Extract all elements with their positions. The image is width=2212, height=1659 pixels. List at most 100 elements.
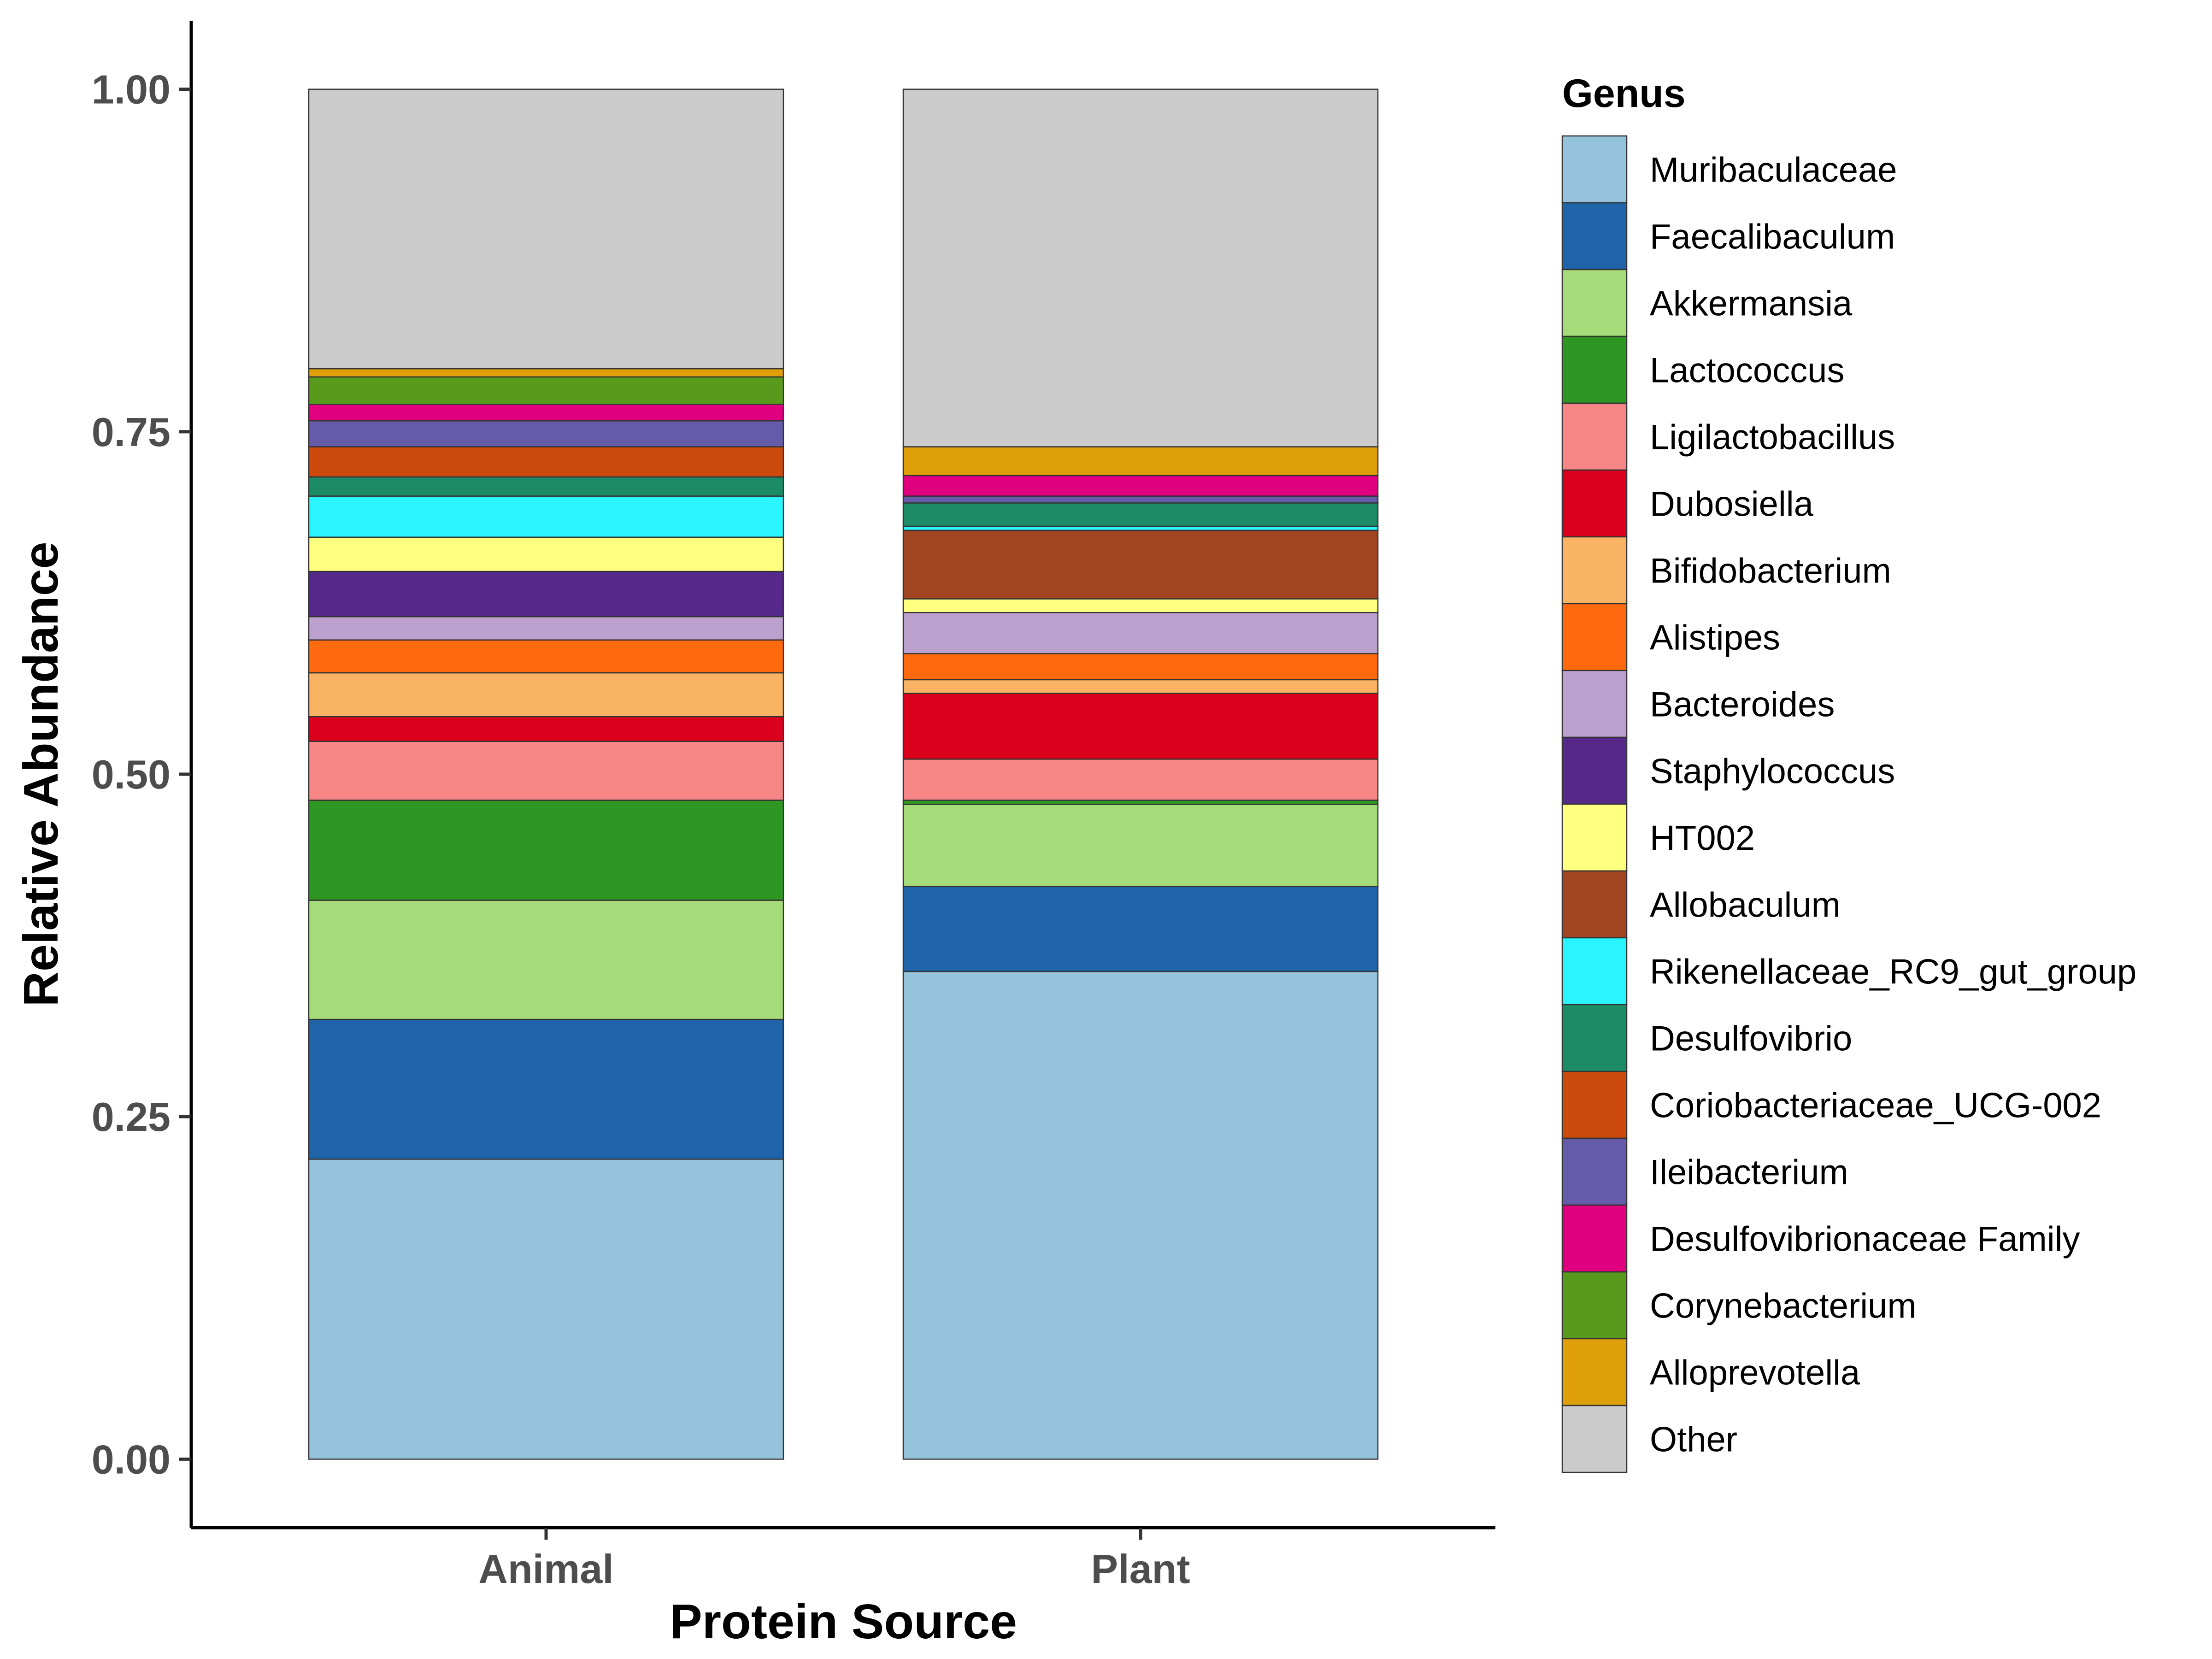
legend-swatch (1561, 1004, 1628, 1072)
bar-segment (308, 616, 784, 641)
y-tick-label: 0.00 (92, 1436, 171, 1482)
legend-item: Corynebacterium (1561, 1271, 1917, 1340)
y-axis-title: Relative Abundance (14, 541, 68, 1006)
legend-label: Bifidobacterium (1650, 552, 1891, 591)
legend-swatch (1561, 1271, 1628, 1340)
bar-segment (308, 476, 784, 497)
bar-segment (902, 653, 1379, 681)
bar-segment (308, 88, 784, 370)
bar-segment (902, 446, 1379, 477)
legend-swatch (1561, 335, 1628, 404)
legend-item: Other (1561, 1405, 1737, 1473)
bar-segment (308, 1159, 784, 1460)
legend-item: Rikenellaceae_RC9_gut_group (1561, 937, 2136, 1006)
bar-segment (902, 886, 1379, 972)
bar-segment (308, 672, 784, 718)
bar-segment (308, 404, 784, 422)
legend-label: Faecalibaculum (1650, 218, 1895, 257)
legend-label: Bacteroides (1650, 685, 1835, 724)
legend: Genus Muribaculaceae Faecalibaculum Akkerm… (1561, 71, 2136, 1473)
legend-label: Other (1650, 1420, 1737, 1459)
y-tick-label: 0.75 (92, 409, 171, 455)
bar-segment (902, 598, 1379, 613)
legend-item: Desulfovibrio (1561, 1004, 1852, 1072)
legend-label: Ligilactobacillus (1650, 418, 1895, 457)
bar-segment (308, 716, 784, 742)
bar-segment (308, 1018, 784, 1160)
legend-item: Muribaculaceae (1561, 135, 1897, 204)
legend-label: Coriobacteriaceae_UCG-002 (1650, 1086, 2101, 1125)
legend-item: Allobaculum (1561, 870, 1841, 939)
bar-segment (308, 495, 784, 538)
legend-swatch (1561, 202, 1628, 271)
legend-title: Genus (1562, 71, 1686, 116)
legend-items: Muribaculaceae Faecalibaculum Akkermansia L… (1561, 135, 2136, 1473)
legend-label: HT002 (1650, 819, 1755, 858)
legend-label: Allobaculum (1650, 886, 1841, 925)
y-axis-ticks: 0.00 0.25 0.50 0.75 1.00 (92, 67, 191, 1482)
legend-swatch (1561, 469, 1628, 538)
legend-item: Coriobacteriaceae_UCG-002 (1561, 1071, 2101, 1139)
legend-swatch (1561, 1137, 1628, 1206)
legend-item: Bifidobacterium (1561, 536, 1891, 605)
legend-label: Lactococcus (1650, 351, 1844, 390)
x-tick-label: Animal (478, 1546, 613, 1592)
legend-item: Lactococcus (1561, 335, 1844, 404)
legend-label: Ileibacterium (1650, 1153, 1848, 1192)
x-tick-label: Plant (1091, 1546, 1190, 1592)
legend-swatch (1561, 1338, 1628, 1406)
legend-item: Akkermansia (1561, 269, 1853, 337)
bar-segment (308, 376, 784, 405)
legend-swatch (1561, 1071, 1628, 1139)
x-axis-title: Protein Source (670, 1594, 1017, 1649)
legend-label: Alistipes (1650, 618, 1780, 658)
legend-swatch (1561, 1204, 1628, 1273)
legend-swatch (1561, 402, 1628, 471)
bar-segment (902, 612, 1379, 654)
legend-swatch (1561, 937, 1628, 1006)
legend-swatch (1561, 269, 1628, 337)
legend-item: Staphylococcus (1561, 736, 1895, 805)
bar-segment (902, 971, 1379, 1460)
legend-label: Corynebacterium (1650, 1287, 1917, 1326)
y-tick-label: 0.50 (92, 752, 171, 797)
legend-item: Dubosiella (1561, 469, 1814, 538)
bar-segment (308, 571, 784, 618)
legend-item: Ligilactobacillus (1561, 402, 1895, 471)
bar-segment (308, 639, 784, 674)
legend-swatch (1561, 870, 1628, 939)
bar-segment (902, 525, 1379, 531)
bar-segment (902, 693, 1379, 760)
legend-item: Ileibacterium (1561, 1137, 1848, 1206)
bar-segment (902, 759, 1379, 801)
bar-stack-plant (902, 88, 1379, 1460)
legend-swatch (1561, 736, 1628, 805)
legend-label: Staphylococcus (1650, 752, 1895, 791)
bar-stack-animal (308, 88, 784, 1460)
bar-segment (308, 446, 784, 478)
bar-segment (902, 679, 1379, 694)
bar-segment (902, 475, 1379, 497)
legend-label: Dubosiella (1650, 485, 1814, 524)
legend-label: Muribaculaceae (1650, 151, 1897, 190)
legend-item: Desulfovibrionaceae Family (1561, 1204, 2080, 1273)
bar-segment (308, 741, 784, 801)
legend-swatch (1561, 603, 1628, 671)
bar-segment (308, 900, 784, 1020)
legend-swatch (1561, 536, 1628, 605)
bar-segment (308, 420, 784, 447)
y-tick-label: 1.00 (92, 67, 171, 112)
bar-segment (308, 800, 784, 901)
legend-label: Alloprevotella (1650, 1353, 1860, 1393)
bar-segment (902, 804, 1379, 888)
legend-label: Desulfovibrio (1650, 1019, 1852, 1059)
legend-item: Alistipes (1561, 603, 1780, 671)
bar-segment (902, 529, 1379, 600)
legend-item: Alloprevotella (1561, 1338, 1860, 1406)
legend-label: Desulfovibrionaceae Family (1650, 1220, 2080, 1259)
legend-label: Akkermansia (1650, 284, 1853, 324)
legend-swatch (1561, 670, 1628, 738)
y-tick-label: 0.25 (92, 1094, 171, 1140)
bar-segment (902, 800, 1379, 805)
